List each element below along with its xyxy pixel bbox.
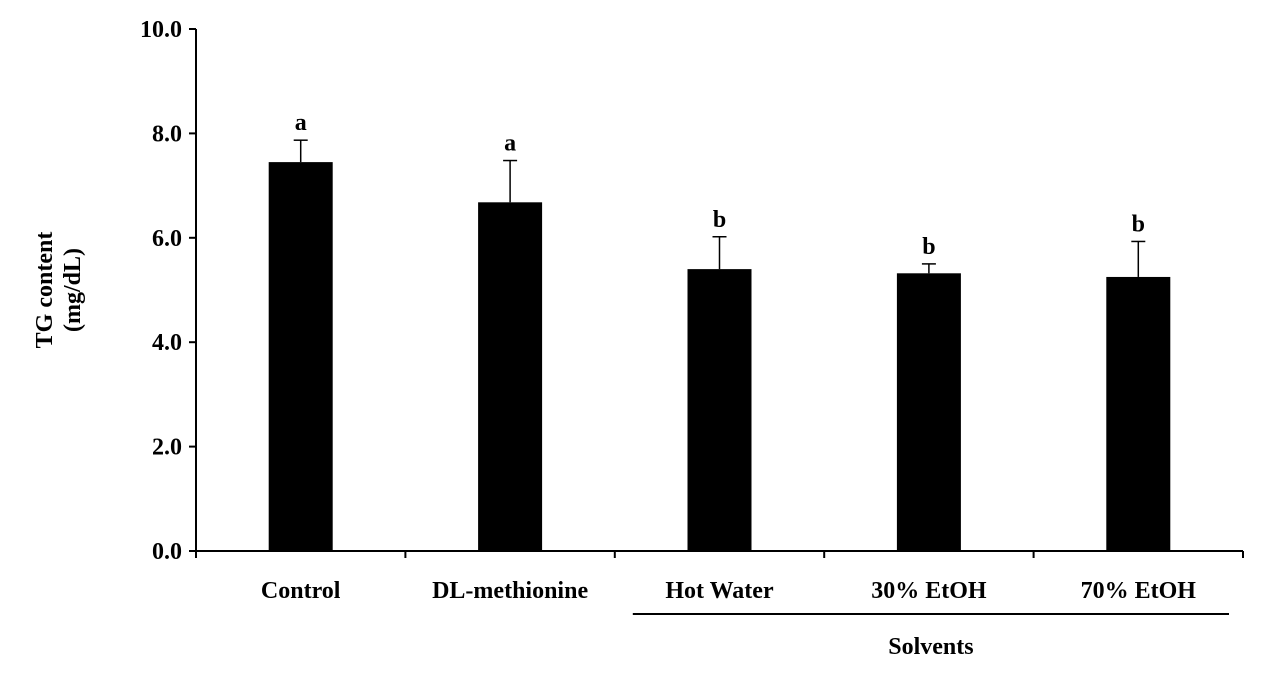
bar xyxy=(268,162,333,552)
significance-labels: a a b b b xyxy=(295,110,1145,260)
y-axis-label-line: TG content xyxy=(32,232,58,349)
group-label: Solvents xyxy=(888,634,973,660)
y-tick-label: 6.0 xyxy=(152,226,182,252)
bar xyxy=(687,269,752,551)
y-tick-label: 4.0 xyxy=(152,330,182,356)
x-tick-label: Hot Water xyxy=(665,578,774,604)
y-tick-label: 8.0 xyxy=(152,121,182,147)
x-tick-label: Control xyxy=(261,578,341,604)
y-tick-label: 0.0 xyxy=(152,539,182,565)
y-axis-label-line: (mg/dL) xyxy=(60,248,86,332)
significance-label: a xyxy=(295,110,307,136)
significance-label: b xyxy=(1132,211,1145,237)
x-tick-label: DL-methionine xyxy=(432,578,588,604)
significance-label: b xyxy=(922,234,935,260)
bars xyxy=(268,162,1171,552)
bar xyxy=(1106,276,1171,551)
y-tick-label: 2.0 xyxy=(152,435,182,461)
bar xyxy=(478,202,543,551)
x-tick-labels: Control DL-methionine Hot Water 30% EtOH 70%… xyxy=(261,578,1196,604)
x-axis xyxy=(195,550,1244,558)
y-axis: 0.0 2.0 4.0 6.0 8.0 10.0 xyxy=(140,17,197,565)
bar xyxy=(896,273,961,551)
solvents-group: Solvents xyxy=(632,613,1229,660)
significance-label: a xyxy=(504,131,516,157)
significance-label: b xyxy=(713,207,726,233)
x-tick-label: 30% EtOH xyxy=(871,578,987,604)
error-bars xyxy=(293,139,1146,277)
x-tick-label: 70% EtOH xyxy=(1081,578,1197,604)
y-tick-label: 10.0 xyxy=(140,17,182,43)
y-axis-label: TG content (mg/dL) xyxy=(32,232,86,349)
